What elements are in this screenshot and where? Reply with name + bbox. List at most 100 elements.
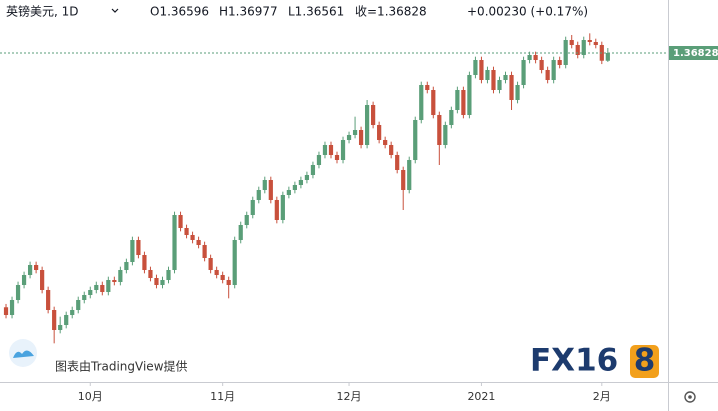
candle-body (467, 75, 472, 115)
candle-body (587, 40, 592, 42)
logo-main: FX16 (530, 343, 618, 379)
x-tick-label: 2021 (467, 390, 495, 403)
candle-body (286, 190, 291, 195)
candle-body (533, 55, 538, 60)
x-tick-label: 11月 (210, 390, 235, 403)
high-value: H1.36977 (219, 5, 278, 19)
candle-body (136, 240, 141, 255)
candle-body (15, 285, 21, 300)
candle-body (70, 310, 75, 315)
candle-body (256, 190, 261, 200)
candle-body (364, 105, 370, 145)
candle-body (142, 255, 147, 270)
candle-body (545, 70, 550, 80)
candle-body (497, 80, 502, 90)
candle-body (220, 275, 225, 280)
candle-body (449, 110, 454, 125)
candle-body (34, 265, 39, 270)
candle-body (437, 115, 442, 145)
candle-body (593, 42, 598, 45)
candle-body (509, 75, 514, 100)
low-value: L1.36561 (288, 5, 344, 19)
candle-body (202, 245, 207, 258)
candle-body (515, 85, 520, 100)
candle-body (479, 60, 484, 80)
candle-body (322, 145, 328, 155)
candle-body (377, 125, 382, 140)
candle-body (58, 325, 63, 330)
candle-body (190, 235, 195, 240)
candle-body (106, 280, 111, 292)
candle-body (491, 70, 496, 90)
gear-hub[interactable] (688, 395, 692, 399)
candle-body (461, 90, 466, 115)
candle-body (581, 40, 586, 55)
candle-body (473, 60, 478, 75)
candle-body (334, 155, 340, 160)
fx168-logo: FX16 8 (530, 343, 659, 379)
candle-body (443, 125, 448, 145)
watermark-text: 图表由TradingView提供 (55, 359, 188, 374)
candle-body (172, 215, 177, 270)
settings-icon[interactable] (684, 391, 696, 403)
candle-body (539, 60, 544, 70)
candle-body (521, 60, 526, 85)
candle-body (64, 315, 69, 325)
candle-body (401, 170, 406, 190)
gear[interactable] (684, 391, 696, 403)
candle-body (154, 278, 159, 285)
open-value: O1.36596 (150, 5, 209, 19)
candle-body (431, 90, 436, 115)
logo-badge (630, 345, 659, 378)
candle-body (76, 300, 81, 310)
candle-body (100, 285, 105, 292)
candle-body (3, 307, 9, 315)
symbol[interactable]: 英镑美元, 1D (6, 4, 79, 19)
candle-body (425, 85, 430, 90)
candle-body (328, 145, 334, 155)
candle-body (485, 70, 490, 80)
candle-body (310, 165, 316, 175)
candle-body (88, 290, 93, 295)
candle-body (160, 280, 165, 285)
candle-body (346, 135, 352, 140)
candle-body (304, 175, 310, 180)
candle-body (419, 85, 424, 120)
candle-body (178, 215, 183, 228)
candle-body (166, 270, 171, 280)
candle-body (455, 90, 460, 110)
candle-body (298, 180, 304, 185)
candle-body (383, 140, 388, 145)
candle-body (268, 180, 273, 200)
candle-body (389, 145, 394, 155)
candle-body (118, 270, 123, 282)
candle-body (358, 130, 364, 145)
candle-body (527, 55, 532, 60)
candle-body (575, 45, 580, 55)
x-tick-label: 10月 (78, 390, 103, 403)
candle-body (292, 185, 297, 190)
candle-body (371, 105, 376, 125)
plot-area (3, 33, 610, 344)
candle-body (280, 195, 285, 220)
candle-body (196, 240, 201, 245)
candle-body (569, 40, 574, 45)
candle-body (244, 215, 249, 225)
x-tick-label: 2月 (593, 390, 611, 403)
candle-body (40, 270, 45, 290)
candle-body (557, 60, 562, 65)
candle-body (262, 180, 267, 190)
candle-body (112, 280, 117, 282)
interval-chevron[interactable] (111, 8, 119, 13)
logo-accent: 8 (634, 343, 656, 379)
candle-body (9, 300, 15, 315)
candle-body (274, 200, 279, 220)
candle-body (503, 75, 508, 80)
last-price-box (669, 46, 718, 60)
candle-body (82, 295, 87, 300)
candle-body (148, 270, 153, 278)
candle-body (352, 130, 358, 135)
candle-body (208, 258, 213, 270)
